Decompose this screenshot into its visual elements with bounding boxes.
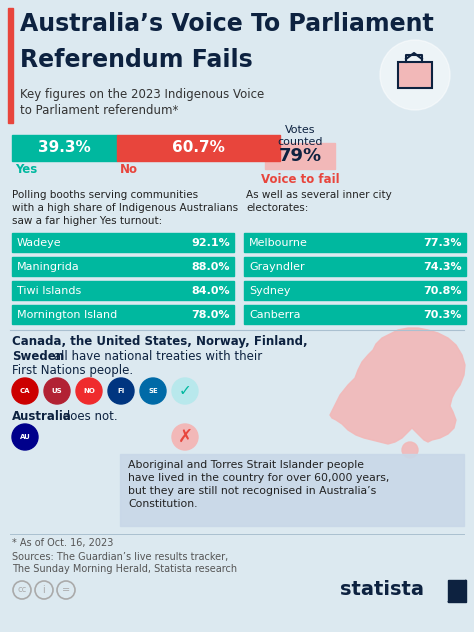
Text: 78.0%: 78.0%	[191, 310, 230, 320]
Bar	[12, 135, 118, 161]
Text: First Nations people.: First Nations people.	[12, 364, 133, 377]
Text: Polling booths serving communities
with a high share of Indigenous Australians
s: Polling booths serving communities with …	[12, 190, 238, 226]
FancyBboxPatch shape	[398, 62, 432, 88]
Bar	[244, 305, 466, 324]
Text: Votes
counted: Votes counted	[277, 125, 323, 147]
Text: NO: NO	[83, 388, 95, 394]
Polygon shape	[330, 328, 465, 444]
Circle shape	[140, 378, 166, 404]
Bar	[12, 257, 234, 276]
Text: Wadeye: Wadeye	[17, 238, 62, 248]
Text: Melbourne: Melbourne	[249, 238, 308, 248]
Text: Canada, the United States, Norway, Finland,: Canada, the United States, Norway, Finla…	[12, 335, 308, 348]
Text: 39.3%: 39.3%	[38, 140, 91, 155]
Text: AU: AU	[19, 434, 30, 440]
Text: The Sunday Morning Herald, Statista research: The Sunday Morning Herald, Statista rese…	[12, 564, 237, 574]
Text: Voice to fail: Voice to fail	[261, 173, 339, 186]
Text: Mornington Island: Mornington Island	[17, 310, 117, 320]
Text: CA: CA	[20, 388, 30, 394]
Text: Sweden: Sweden	[12, 350, 64, 363]
Circle shape	[108, 378, 134, 404]
Text: 88.0%: 88.0%	[191, 262, 230, 272]
Text: Tiwi Islands: Tiwi Islands	[17, 286, 81, 296]
Circle shape	[44, 378, 70, 404]
Text: Referendum Fails: Referendum Fails	[20, 48, 253, 72]
Text: i: i	[43, 585, 46, 595]
Bar	[448, 580, 466, 602]
Text: SE: SE	[148, 388, 158, 394]
Text: No: No	[120, 163, 138, 176]
Text: ✗: ✗	[177, 428, 192, 446]
Text: cc: cc	[18, 585, 27, 595]
Circle shape	[402, 442, 418, 458]
Bar	[12, 281, 234, 300]
Bar	[120, 454, 464, 526]
Text: 77.3%: 77.3%	[423, 238, 462, 248]
Text: * As of Oct. 16, 2023: * As of Oct. 16, 2023	[12, 538, 113, 548]
Text: Sydney: Sydney	[249, 286, 291, 296]
Bar	[244, 233, 466, 252]
Bar	[12, 233, 234, 252]
Text: ✓: ✓	[179, 384, 191, 399]
Bar	[8, 8, 13, 123]
Circle shape	[12, 424, 38, 450]
Circle shape	[172, 424, 198, 450]
Text: Maningrida: Maningrida	[17, 262, 80, 272]
Text: all have national treaties with their: all have national treaties with their	[50, 350, 262, 363]
Circle shape	[76, 378, 102, 404]
Bar	[265, 143, 335, 169]
Circle shape	[12, 378, 38, 404]
Text: Aboriginal and Torres Strait Islander people
have lived in the country for over : Aboriginal and Torres Strait Islander pe…	[128, 460, 389, 509]
Text: 92.1%: 92.1%	[191, 238, 230, 248]
Bar	[118, 135, 280, 161]
Text: US: US	[52, 388, 62, 394]
Text: 60.7%: 60.7%	[172, 140, 225, 155]
Text: Canberra: Canberra	[249, 310, 301, 320]
Text: Grayndler: Grayndler	[249, 262, 305, 272]
Text: Australia: Australia	[12, 410, 72, 423]
Text: FI: FI	[118, 388, 125, 394]
Bar	[12, 305, 234, 324]
Text: does not.: does not.	[59, 410, 118, 423]
Circle shape	[380, 40, 450, 110]
Text: 79%: 79%	[278, 147, 321, 165]
Circle shape	[172, 378, 198, 404]
Text: Australia’s Voice To Parliament: Australia’s Voice To Parliament	[20, 12, 434, 36]
Text: As well as several inner city
electorates:: As well as several inner city electorate…	[246, 190, 392, 213]
Text: 74.3%: 74.3%	[423, 262, 462, 272]
Bar	[244, 257, 466, 276]
Polygon shape	[448, 580, 466, 602]
Text: 84.0%: 84.0%	[191, 286, 230, 296]
Text: Sources: The Guardian’s live results tracker,: Sources: The Guardian’s live results tra…	[12, 552, 228, 562]
Bar	[244, 281, 466, 300]
Text: =: =	[62, 585, 70, 595]
Text: Key figures on the 2023 Indigenous Voice
to Parliament referendum*: Key figures on the 2023 Indigenous Voice…	[20, 88, 264, 118]
Text: Yes: Yes	[15, 163, 37, 176]
Text: 70.8%: 70.8%	[423, 286, 462, 296]
Text: statista: statista	[340, 580, 424, 599]
Text: 70.3%: 70.3%	[424, 310, 462, 320]
